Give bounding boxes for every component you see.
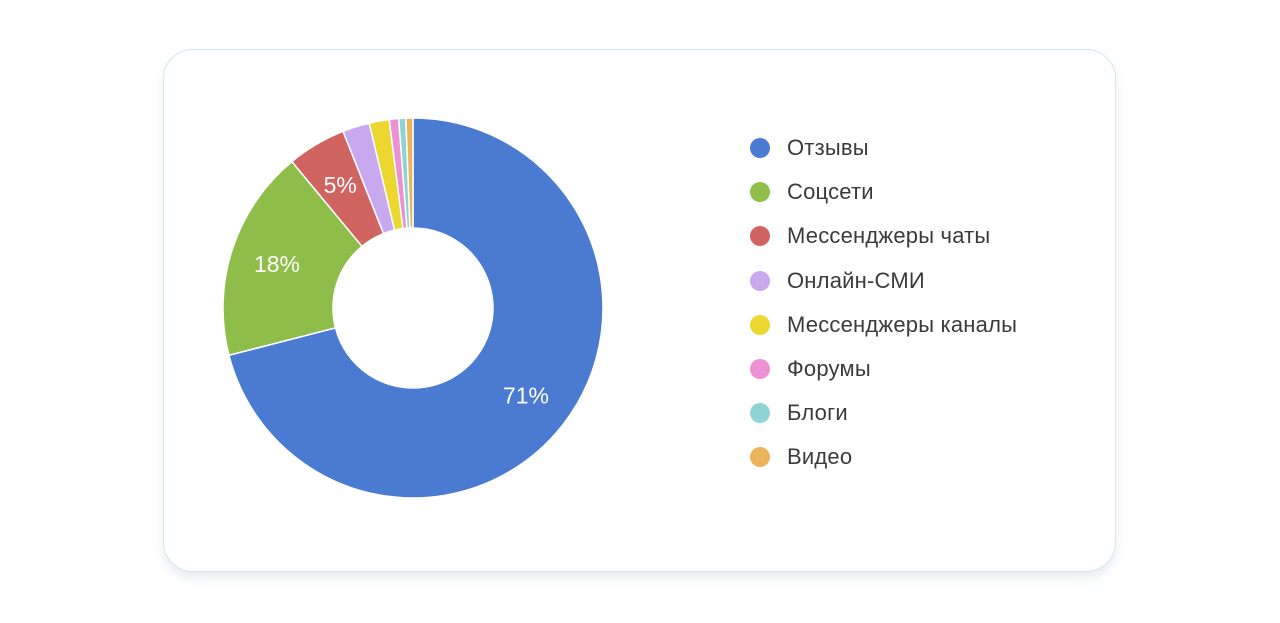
- legend-swatch: [750, 359, 770, 380]
- legend-label: Видео: [787, 444, 853, 470]
- legend-label: Онлайн-СМИ: [787, 267, 925, 293]
- legend-label: Отзывы: [787, 135, 869, 161]
- legend-swatch: [750, 314, 770, 335]
- legend-item[interactable]: Блоги: [750, 391, 1017, 435]
- slice-data-label: 5%: [324, 172, 357, 198]
- legend-label: Мессенджеры каналы: [787, 311, 1018, 337]
- legend-label: Соцсети: [787, 179, 874, 205]
- pie-slice[interactable]: [405, 117, 414, 229]
- legend-item[interactable]: Соцсети: [750, 170, 1017, 214]
- legend-swatch: [750, 182, 770, 203]
- slice-data-label: 18%: [254, 251, 300, 277]
- pie-slice[interactable]: [228, 117, 604, 499]
- legend-swatch: [750, 403, 770, 424]
- legend-swatch: [750, 138, 770, 159]
- legend-swatch: [750, 447, 770, 468]
- legend-item[interactable]: Мессенджеры чаты: [750, 214, 1017, 258]
- legend-item[interactable]: Форумы: [750, 347, 1017, 391]
- legend-label: Форумы: [787, 356, 871, 382]
- pie-slice[interactable]: [222, 160, 364, 357]
- chart-legend: Отзывы Соцсети Мессенджеры чаты Онлайн-СМИ М…: [750, 126, 1017, 480]
- legend-item[interactable]: Онлайн-СМИ: [750, 259, 1017, 303]
- legend-label: Блоги: [787, 400, 848, 426]
- legend-item[interactable]: Мессенджеры каналы: [750, 303, 1017, 347]
- legend-swatch: [750, 226, 770, 247]
- legend-item[interactable]: Видео: [750, 435, 1017, 479]
- slice-data-label: 71%: [503, 383, 549, 409]
- legend-swatch: [750, 270, 770, 291]
- legend-item[interactable]: Отзывы: [750, 126, 1017, 170]
- legend-label: Мессенджеры чаты: [787, 223, 991, 249]
